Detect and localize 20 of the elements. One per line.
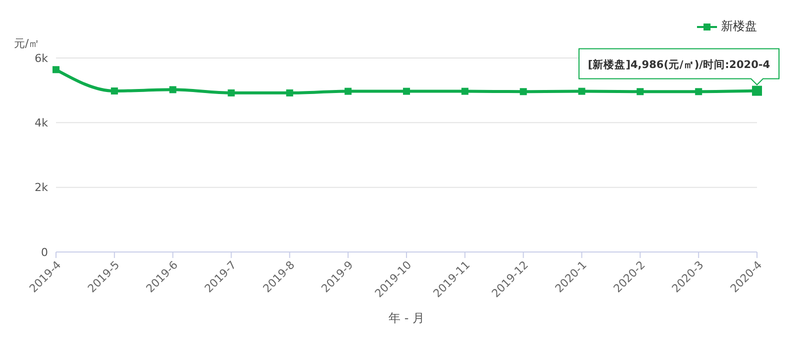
point xyxy=(695,88,702,96)
point xyxy=(578,88,586,95)
point xyxy=(520,88,527,96)
point xyxy=(286,89,294,96)
legend-label: 新楼盘 xyxy=(720,18,757,35)
x-axis-title: 年 - 月 xyxy=(388,311,424,325)
y-tick-label: 0 xyxy=(41,246,48,259)
point xyxy=(228,89,235,96)
point xyxy=(52,66,60,74)
point xyxy=(169,86,176,94)
point xyxy=(110,87,118,94)
y-tick-label: 6k xyxy=(34,52,49,65)
point xyxy=(461,88,468,95)
y-tick-label: 2k xyxy=(34,181,49,194)
y-tick-label: 4k xyxy=(34,116,49,130)
annotation: [新楼盘]4,986(元/㎡)/时间:2020-4 xyxy=(588,58,770,71)
point xyxy=(344,88,352,95)
point xyxy=(403,88,410,95)
point xyxy=(636,88,644,96)
y-axis-title: 元/㎡ xyxy=(14,36,40,51)
